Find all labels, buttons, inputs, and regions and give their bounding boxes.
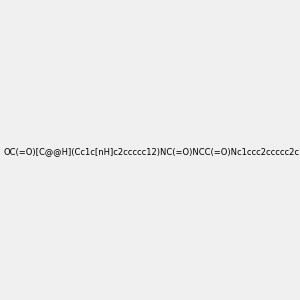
Text: OC(=O)[C@@H](Cc1c[nH]c2ccccc12)NC(=O)NCC(=O)Nc1ccc2ccccc2c1: OC(=O)[C@@H](Cc1c[nH]c2ccccc12)NC(=O)NCC… <box>3 147 300 156</box>
